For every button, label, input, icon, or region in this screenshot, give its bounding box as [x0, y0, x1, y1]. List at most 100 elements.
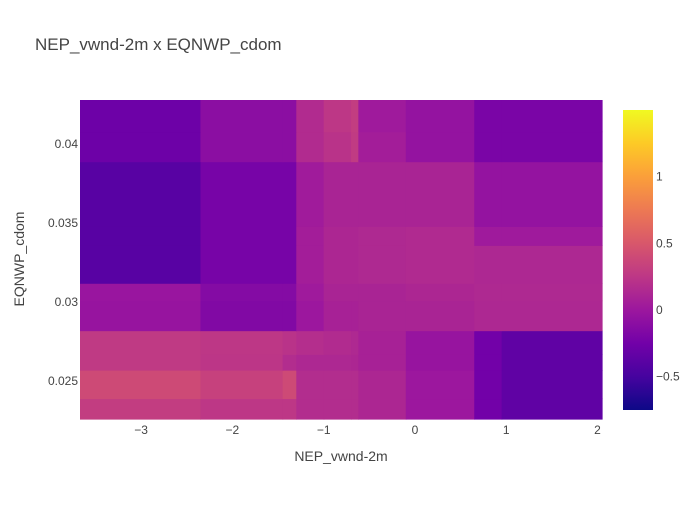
heatmap-cell: [200, 131, 284, 163]
heatmap-cell: [200, 226, 284, 246]
heatmap-cell: [474, 161, 503, 227]
heatmap-cell: [200, 370, 284, 400]
heatmap-cell: [80, 131, 202, 163]
heatmap-cell: [282, 354, 297, 371]
colorbar-gradient: [623, 110, 653, 410]
heatmap-cell: [351, 300, 359, 332]
heatmap-cell: [80, 300, 202, 332]
x-tick-label: 2: [594, 423, 601, 437]
colorbar-tick-label: −0.5: [656, 370, 680, 384]
heatmap-cell: [200, 300, 284, 332]
heatmap-cell: [474, 283, 503, 302]
heatmap-cell: [282, 226, 297, 246]
heatmap-cell: [323, 300, 352, 332]
heatmap-cell: [323, 161, 352, 227]
heatmap-cell: [474, 370, 503, 400]
heatmap-cell: [405, 330, 475, 355]
colorbar-tick-label: 0: [656, 303, 663, 317]
heatmap-cell: [351, 283, 359, 302]
y-tick-label: 0.025: [48, 374, 78, 388]
heatmap-cell: [501, 283, 603, 302]
heatmap-cell: [80, 100, 202, 133]
heatmap-cell: [405, 226, 475, 246]
heatmap-cell: [80, 354, 202, 371]
y-tick-label: 0.04: [55, 137, 79, 151]
heatmap-cell: [200, 398, 284, 420]
heatmap-cell: [296, 100, 325, 133]
colorbar-tick-label: 1: [656, 170, 663, 184]
heatmap-cell: [323, 370, 352, 400]
heatmap-cell: [282, 245, 297, 284]
colorbar-ticks: −0.5 0 0.5 1: [656, 170, 680, 384]
heatmap-cell: [296, 131, 325, 163]
heatmap-cell: [323, 131, 352, 163]
heatmap-cell: [323, 100, 352, 133]
heatmap-cell: [474, 398, 503, 420]
heatmap-cell: [405, 370, 475, 400]
heatmap-cell: [296, 300, 325, 332]
heatmap-cell: [405, 300, 475, 332]
heatmap-cell: [323, 245, 352, 284]
heatmap-cell: [501, 398, 603, 420]
heatmap-cells: [80, 100, 603, 420]
chart-title: NEP_vwnd-2m x EQNWP_cdom: [35, 35, 282, 54]
heatmap-cell: [351, 100, 359, 133]
x-tick-label: 1: [503, 423, 510, 437]
heatmap-cell: [296, 330, 325, 355]
heatmap-cell: [474, 100, 503, 133]
heatmap-cell: [296, 245, 325, 284]
heatmap-cell: [501, 131, 603, 163]
heatmap-cell: [323, 398, 352, 420]
heatmap-cell: [296, 161, 325, 227]
heatmap-cell: [282, 398, 297, 420]
heatmap-cell: [80, 330, 202, 355]
heatmap-cell: [501, 161, 603, 227]
heatmap-cell: [200, 100, 284, 133]
x-tick-label: −1: [317, 423, 331, 437]
heatmap-cell: [200, 245, 284, 284]
heatmap-cell: [296, 370, 325, 400]
heatmap-cell: [474, 330, 503, 355]
heatmap-cell: [474, 300, 503, 332]
heatmap-cell: [405, 354, 475, 371]
heatmap-cell: [358, 161, 407, 227]
heatmap-cell: [80, 226, 202, 246]
heatmap-cell: [501, 226, 603, 246]
y-tick-label: 0.035: [48, 216, 78, 230]
heatmap-cell: [501, 330, 603, 355]
heatmap-cell: [323, 283, 352, 302]
heatmap-cell: [351, 161, 359, 227]
heatmap-cell: [323, 354, 352, 371]
heatmap-cell: [296, 354, 325, 371]
heatmap-cell: [405, 131, 475, 163]
heatmap-cell: [351, 398, 359, 420]
heatmap-cell: [80, 245, 202, 284]
heatmap-cell: [501, 100, 603, 133]
heatmap-cell: [474, 131, 503, 163]
heatmap-cell: [351, 354, 359, 371]
colorbar-tick-label: 0.5: [656, 236, 673, 250]
heatmap-cell: [501, 245, 603, 284]
heatmap-cell: [474, 354, 503, 371]
heatmap-cell: [282, 300, 297, 332]
heatmap-cell: [501, 300, 603, 332]
heatmap-cell: [323, 330, 352, 355]
heatmap-cell: [296, 398, 325, 420]
heatmap-cell: [358, 354, 407, 371]
heatmap-cell: [282, 100, 297, 133]
heatmap-cell: [200, 283, 284, 302]
heatmap-cell: [501, 354, 603, 371]
heatmap-cell: [80, 283, 202, 302]
heatmap-cell: [282, 131, 297, 163]
heatmap-cell: [405, 100, 475, 133]
heatmap-cell: [351, 131, 359, 163]
heatmap-cell: [405, 398, 475, 420]
heatmap-cell: [296, 226, 325, 246]
heatmap-cell: [200, 330, 284, 355]
heatmap-cell: [351, 226, 359, 246]
heatmap-cell: [474, 245, 503, 284]
heatmap-cell: [405, 245, 475, 284]
heatmap-cell: [358, 300, 407, 332]
heatmap-cell: [282, 283, 297, 302]
